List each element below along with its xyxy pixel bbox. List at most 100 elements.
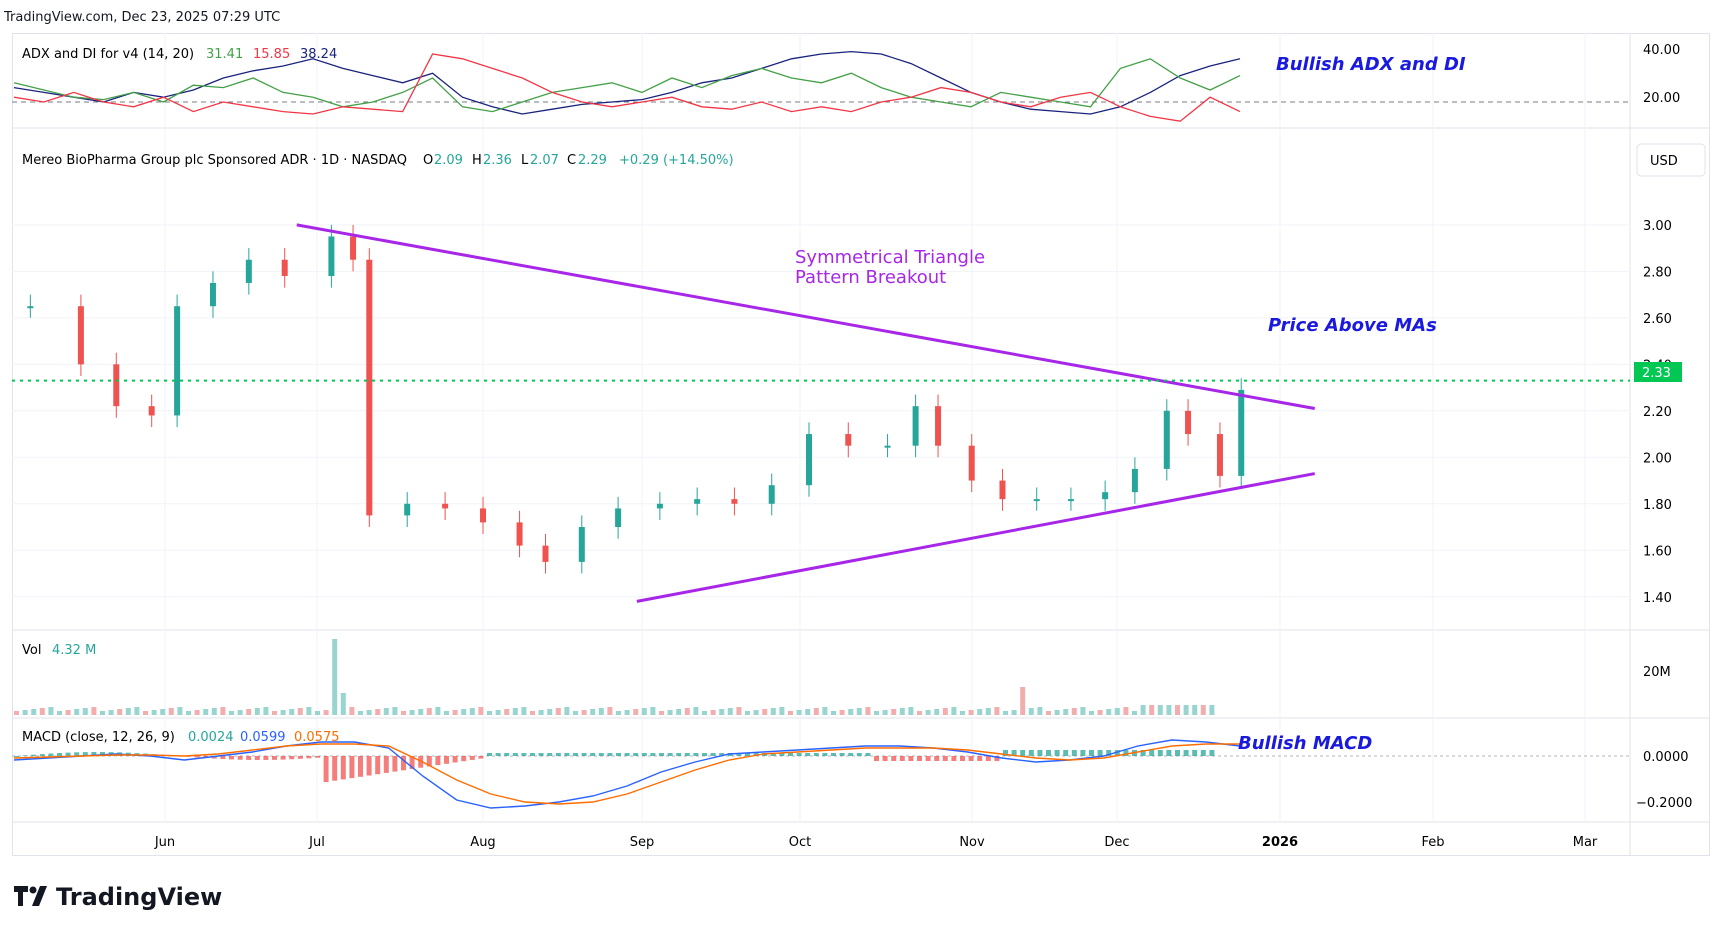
volume-bar bbox=[349, 707, 355, 715]
currency-button[interactable] bbox=[1636, 143, 1706, 177]
volume-bar bbox=[607, 707, 613, 715]
volume-bar bbox=[770, 708, 776, 715]
volume-bar bbox=[444, 711, 449, 715]
macd-histogram-bar bbox=[667, 753, 673, 756]
volume-bar bbox=[22, 710, 28, 715]
volume-bar bbox=[1071, 708, 1077, 715]
volume-bar bbox=[14, 711, 19, 715]
volume-bar bbox=[719, 709, 725, 715]
macd-histogram-bar bbox=[401, 756, 406, 771]
ohlc-close-key: C bbox=[567, 153, 576, 168]
macd-histogram-bar bbox=[1200, 750, 1206, 756]
macd-histogram-bar bbox=[865, 753, 871, 756]
macd-histogram-bar bbox=[48, 753, 54, 756]
volume-bar bbox=[813, 708, 819, 715]
macd-histogram-bar bbox=[899, 756, 905, 761]
macd-histogram-bar bbox=[650, 753, 656, 756]
ohlc-close-value: 2.29 bbox=[578, 153, 607, 168]
time-tick-label: Nov bbox=[959, 835, 985, 850]
candle-body bbox=[912, 406, 919, 446]
candle-body bbox=[1131, 468, 1138, 493]
macd-histogram-bar bbox=[1114, 750, 1120, 756]
volume-bar bbox=[745, 711, 750, 715]
adx-series bbox=[12, 50, 1630, 122]
macd-histogram-bar bbox=[332, 756, 338, 781]
volume-bar bbox=[74, 709, 80, 715]
macd-histogram-bar bbox=[1080, 750, 1086, 756]
macd-histogram-bar bbox=[31, 754, 37, 756]
candle-body bbox=[999, 480, 1006, 500]
macd-histogram-bar bbox=[1020, 750, 1026, 756]
time-tick-label: Sep bbox=[630, 835, 655, 850]
volume-bar bbox=[788, 711, 793, 715]
macd-histogram-bar bbox=[280, 756, 286, 760]
volume-bar bbox=[392, 707, 398, 715]
macd-histogram-bar bbox=[624, 753, 630, 756]
time-axis: Jun Jul Aug Sep Oct Nov Dec 2026 Feb Mar bbox=[154, 835, 1598, 850]
volume-bar bbox=[573, 711, 578, 715]
candle-body bbox=[806, 434, 812, 486]
ohlc-low-key: L bbox=[521, 153, 529, 168]
macd-histogram-bar bbox=[1028, 750, 1034, 756]
macd-histogram-bar bbox=[1071, 750, 1077, 756]
macd-histogram-bar bbox=[315, 756, 320, 758]
volume-bar bbox=[831, 711, 836, 715]
macd-histogram-bar bbox=[736, 753, 742, 756]
macd-histogram-bar bbox=[358, 756, 363, 777]
macd-histogram-bar bbox=[942, 756, 948, 761]
price-tick-label: 2.20 bbox=[1643, 405, 1672, 420]
price-tick-label: 1.40 bbox=[1643, 591, 1672, 606]
price-tick-label: 2.60 bbox=[1643, 312, 1672, 327]
volume-bar bbox=[323, 710, 329, 715]
volume-bar bbox=[504, 709, 510, 715]
adx-value-di-plus: 31.41 bbox=[206, 47, 243, 62]
macd-histogram-bar bbox=[856, 753, 862, 756]
candle-body bbox=[768, 485, 775, 504]
macd-histogram-bar bbox=[813, 753, 819, 756]
volume-bar bbox=[237, 710, 243, 715]
volume-bar bbox=[865, 707, 871, 715]
volume-bar bbox=[1089, 711, 1094, 715]
macd-histogram-bar bbox=[1003, 750, 1008, 756]
macd-histogram-bar bbox=[100, 752, 105, 756]
di-plus-line bbox=[13, 58, 1241, 113]
macd-histogram-bar bbox=[822, 753, 828, 756]
volume-bar bbox=[1080, 707, 1086, 715]
macd-histogram-bar bbox=[968, 756, 974, 761]
volume-bar bbox=[1020, 687, 1026, 715]
candle-body bbox=[845, 434, 852, 446]
volume-tick-20m: 20M bbox=[1643, 665, 1671, 680]
macd-histogram-bar bbox=[478, 756, 484, 759]
macd-histogram-bar bbox=[435, 756, 441, 766]
overlays bbox=[12, 223, 1630, 603]
volume-bar bbox=[478, 707, 484, 715]
macd-histogram-bar bbox=[1063, 750, 1069, 756]
tradingview-logo[interactable]: TradingView bbox=[14, 883, 222, 911]
macd-histogram-bar bbox=[1046, 750, 1051, 756]
candle-body bbox=[884, 445, 891, 448]
price-tick-label: 1.60 bbox=[1643, 544, 1672, 559]
macd-histogram-bar bbox=[1209, 750, 1215, 756]
last-price-label: 2.33 bbox=[1642, 366, 1671, 381]
candle-body bbox=[968, 445, 975, 481]
macd-histogram-bar bbox=[254, 756, 260, 760]
candle-body bbox=[1033, 499, 1040, 502]
candle-body bbox=[1238, 389, 1245, 476]
macd-value-hist: 0.0024 bbox=[188, 730, 234, 745]
volume-bar bbox=[1200, 705, 1206, 715]
annotation-price-above-mas: Price Above MAs bbox=[1268, 315, 1437, 336]
volume-bar bbox=[31, 709, 37, 715]
volume-bar bbox=[134, 707, 140, 715]
volume-bar bbox=[994, 707, 1000, 715]
annotation-triangle-line2: Pattern Breakout bbox=[795, 267, 946, 288]
macd-histogram-bar bbox=[263, 756, 269, 760]
macd-histogram-bar bbox=[831, 753, 836, 756]
macd-histogram-bar bbox=[487, 753, 492, 756]
adx-line bbox=[13, 50, 1241, 115]
macd-title: MACD (close, 12, 26, 9) bbox=[22, 730, 175, 745]
price-tick-label: 3.00 bbox=[1643, 219, 1672, 234]
macd-histogram-bar bbox=[1097, 750, 1103, 756]
annotation-bullish-macd: Bullish MACD bbox=[1238, 733, 1372, 754]
macd-histogram-bar bbox=[383, 756, 389, 773]
